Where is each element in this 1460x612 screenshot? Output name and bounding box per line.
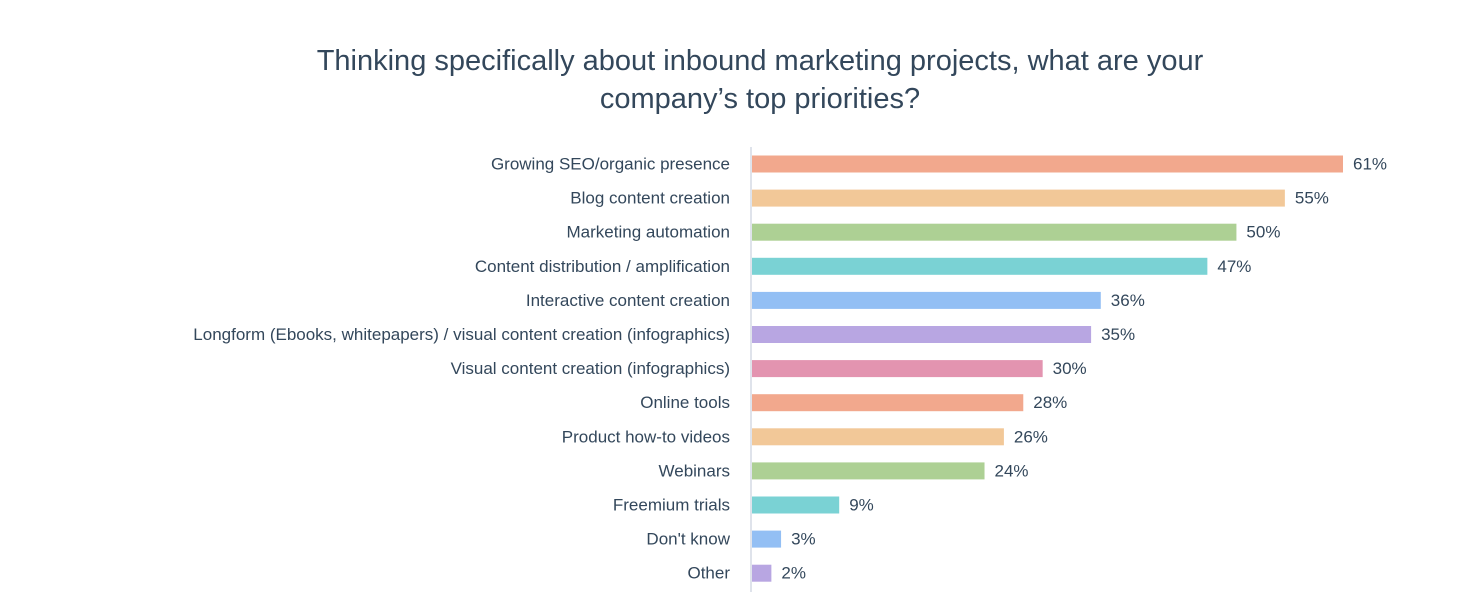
bar (752, 394, 1024, 412)
category-label: Growing SEO/organic presence (491, 155, 730, 174)
value-label: 55% (1295, 189, 1329, 208)
category-label: Interactive content creation (526, 291, 730, 310)
bar (752, 326, 1092, 343)
category-label: Don't know (646, 530, 730, 549)
category-label: Visual content creation (infographics) (451, 359, 730, 378)
bar (752, 530, 782, 548)
category-label: Blog content creation (570, 189, 730, 208)
category-label: Marketing automation (567, 223, 730, 242)
value-label: 36% (1111, 291, 1145, 310)
value-label: 28% (1033, 393, 1067, 412)
chart-title-line-1: Thinking specifically about inbound mark… (316, 45, 1204, 77)
category-label: Longform (Ebooks, whitepapers) / visual … (193, 325, 730, 344)
category-label: Webinars (659, 461, 731, 480)
bar (752, 257, 1208, 275)
bar (752, 564, 772, 582)
value-label: 9% (849, 496, 874, 515)
bar (752, 189, 1285, 207)
value-label: 50% (1246, 223, 1280, 242)
bar (752, 155, 1343, 173)
bar (752, 291, 1101, 309)
category-label: Content distribution / amplification (475, 257, 730, 276)
bar (752, 462, 985, 480)
bar (752, 496, 840, 514)
bar (752, 360, 1043, 378)
value-label: 61% (1353, 155, 1387, 174)
value-label: 24% (995, 461, 1029, 480)
value-label: 2% (781, 564, 806, 583)
value-label: 26% (1014, 427, 1048, 446)
chart-title: Thinking specifically about inbound mark… (0, 42, 1460, 118)
value-label: 30% (1053, 359, 1087, 378)
chart-title-line-2: company’s top priorities? (599, 83, 921, 115)
category-label: Freemium trials (613, 496, 730, 515)
bar (752, 223, 1237, 241)
category-label: Product how-to videos (562, 427, 730, 446)
category-label: Online tools (640, 393, 730, 412)
category-label: Other (687, 564, 730, 583)
value-label: 47% (1217, 257, 1251, 276)
value-label: 3% (791, 530, 816, 549)
value-label: 35% (1101, 325, 1135, 344)
bar (752, 428, 1004, 446)
